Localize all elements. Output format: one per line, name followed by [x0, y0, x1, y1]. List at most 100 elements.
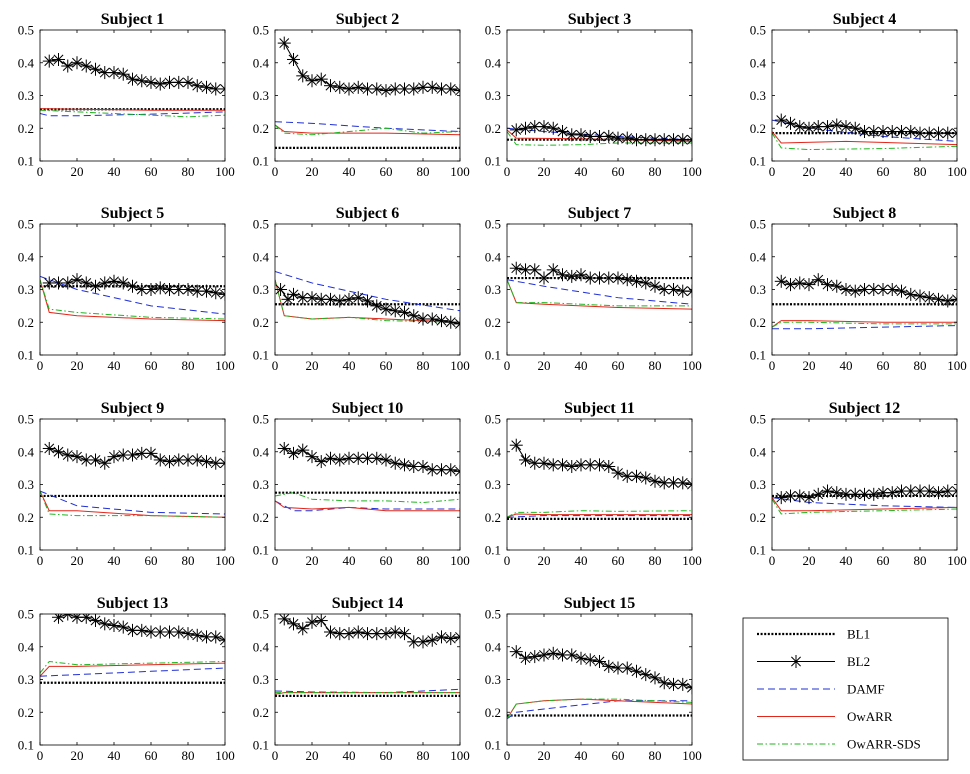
subplot-11: Subject 11 0 20 40 60 80 100 0.1 0.2 0.3 0.4 0.5: [485, 400, 702, 568]
series-owarr-sds-line: [507, 698, 692, 720]
bl2-marker: [190, 628, 204, 642]
bl2-marker: [153, 281, 167, 295]
series-damf-line: [507, 700, 692, 720]
subplot-title: Subject 2: [336, 11, 400, 28]
x-tick-label: 0: [37, 748, 44, 763]
subplot-10: Subject 10 0 20 40 60 80 100 0.1 0.2 0.3 0.4 0.5: [253, 400, 470, 568]
bl2-marker: [342, 627, 356, 641]
bl2-marker: [574, 651, 588, 665]
y-tick-label: 0.3: [18, 477, 34, 492]
x-tick-label: 20: [71, 748, 84, 763]
bl2-marker: [370, 82, 384, 96]
x-tick-label: 40: [840, 164, 853, 179]
x-tick-label: 80: [914, 358, 927, 373]
bl2-marker: [98, 276, 112, 290]
series-damf-line: [507, 515, 692, 518]
bl2-marker: [611, 271, 625, 285]
bl2-marker: [314, 455, 328, 469]
bl2-marker: [388, 456, 402, 470]
bl2-marker: [685, 133, 692, 147]
bl2-marker: [537, 456, 551, 470]
bl2-marker: [163, 283, 176, 296]
subplot-14: Subject 14 0 20 40 60 80 100 0.1 0.2 0.3 0.4 0.5: [253, 595, 470, 763]
bl2-marker: [407, 459, 421, 473]
bl2-marker: [593, 654, 606, 668]
x-tick-label: 60: [145, 748, 158, 763]
x-tick-label: 0: [504, 358, 511, 373]
x-tick-label: 100: [450, 358, 470, 373]
y-tick-label: 0.1: [18, 543, 34, 558]
bl2-marker: [351, 625, 365, 639]
x-tick-label: 100: [682, 553, 702, 568]
bl2-marker: [895, 284, 908, 298]
y-tick-label: 0.4: [485, 249, 502, 264]
series-owarr-line: [40, 279, 225, 322]
bl2-marker: [287, 617, 300, 631]
bl2-marker: [630, 274, 643, 288]
x-tick-label: 80: [182, 164, 195, 179]
bl2-marker: [811, 120, 825, 134]
bl2-marker: [89, 453, 102, 467]
series-bl2-line: [49, 58, 225, 90]
y-tick-label: 0.5: [18, 412, 34, 427]
bl2-marker: [774, 113, 788, 127]
subplot-title: Subject 3: [568, 11, 632, 28]
bl2-marker: [116, 67, 130, 81]
axes-box: [39, 418, 226, 551]
plot-area: [275, 441, 460, 512]
bl2-marker: [89, 62, 102, 76]
bl2-marker: [79, 276, 93, 290]
x-tick-label: 80: [417, 553, 430, 568]
bl2-marker: [126, 279, 139, 293]
bl2-marker: [784, 489, 797, 503]
bl2-marker: [885, 486, 899, 500]
bl2-marker: [398, 458, 411, 472]
series-damf-line: [275, 121, 460, 133]
bl2-marker: [537, 648, 551, 662]
x-tick-label: 40: [575, 358, 588, 373]
x-tick-label: 0: [37, 164, 44, 179]
bl2-marker: [379, 627, 393, 641]
bl2-marker: [620, 273, 634, 287]
x-tick-label: 20: [306, 358, 319, 373]
y-tick-label: 0.2: [253, 705, 269, 720]
bl2-marker: [784, 278, 797, 292]
y-tick-label: 0.1: [485, 738, 501, 753]
bl2-marker: [351, 80, 365, 94]
bl2-marker: [172, 453, 186, 467]
bl2-marker: [435, 82, 448, 96]
series-damf-line: [507, 279, 692, 305]
bl2-marker: [324, 451, 337, 465]
y-tick-label: 0.4: [750, 249, 767, 264]
y-tick-label: 0.5: [750, 23, 766, 38]
subplot-4: Subject 4 0 20 40 60 80 100 0.1 0.2 0.3 0.4 0.5: [750, 11, 967, 179]
plot-area: [507, 120, 692, 147]
bl2-marker: [98, 617, 112, 631]
bl2-marker: [821, 120, 834, 134]
y-tick-label: 0.2: [750, 315, 766, 330]
bl2-marker: [324, 625, 337, 639]
x-tick-label: 60: [145, 553, 158, 568]
series-damf-line: [40, 275, 225, 315]
y-tick-label: 0.3: [18, 282, 34, 297]
y-tick-label: 0.3: [253, 672, 269, 687]
x-tick-label: 0: [272, 748, 279, 763]
y-tick-label: 0.1: [253, 348, 269, 363]
legend-bl2-marker: [789, 655, 803, 668]
y-tick-label: 0.5: [750, 217, 766, 232]
bl2-marker: [950, 292, 957, 306]
x-tick-label: 40: [840, 553, 853, 568]
bl2-marker: [657, 676, 671, 690]
bl2-marker: [277, 36, 291, 50]
bl2-marker: [867, 487, 881, 501]
bl2-marker: [181, 75, 195, 89]
subplot-7: Subject 7 0 20 40 60 80 100 0.1 0.2 0.3 0.4 0.5: [485, 205, 702, 373]
x-tick-label: 100: [215, 553, 235, 568]
series-owarr-line: [772, 131, 957, 146]
x-tick-label: 20: [71, 164, 84, 179]
x-tick-label: 80: [649, 164, 662, 179]
bl2-marker: [388, 304, 402, 318]
bl2-marker: [811, 487, 825, 501]
bl2-marker: [519, 121, 532, 135]
bl2-marker: [941, 126, 955, 140]
